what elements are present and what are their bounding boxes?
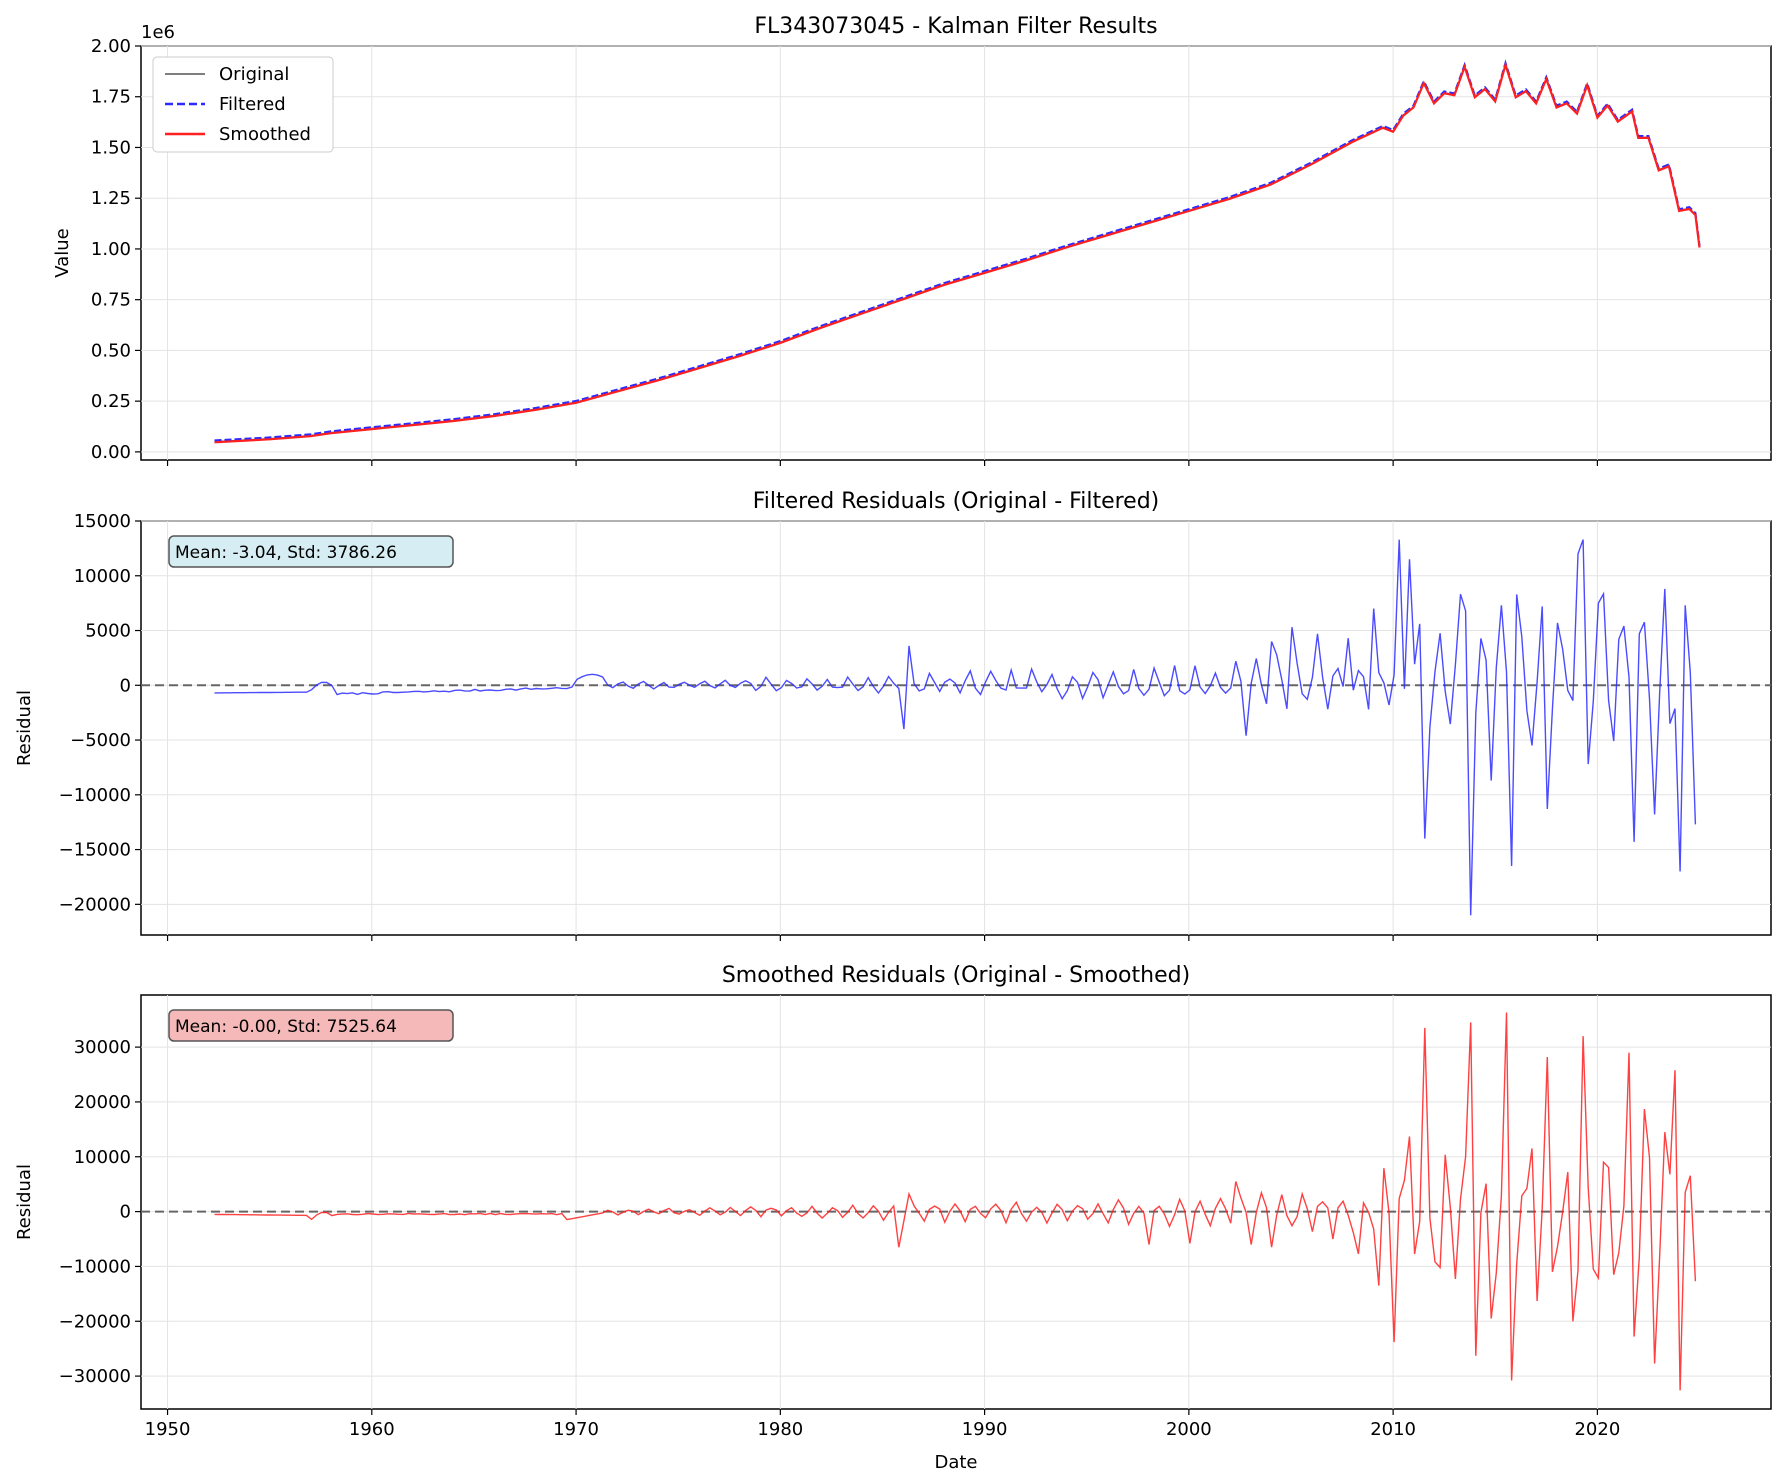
legend-smoothed-label: Smoothed xyxy=(219,124,311,145)
panel-bottom-frame xyxy=(140,994,1772,1410)
panel-top-y-label: Value xyxy=(52,228,73,277)
panel-middle: −20000 −15000 −10000 −5000 0 5000 10000 15000 F… xyxy=(14,489,1772,941)
panel-top: 0.00 0.25 0.50 0.75 1.00 1.25 1.50 1.75 2.00 FL3… xyxy=(52,14,1772,466)
panel-middle-stats: Mean: -3.04, Std: 3786.26 xyxy=(175,543,397,563)
x-tick-label: 2020 xyxy=(1574,1419,1620,1440)
panel-middle-series xyxy=(141,539,1771,916)
x-tick-label: 2010 xyxy=(1370,1419,1416,1440)
panel-top-grid xyxy=(141,45,1771,460)
y-tick-label: −20000 xyxy=(59,1311,131,1332)
y-tick-label: −10000 xyxy=(59,785,131,806)
x-tick-label: 1950 xyxy=(145,1419,191,1440)
y-tick-label: 30000 xyxy=(74,1037,131,1058)
x-tick-label: 2000 xyxy=(1166,1419,1212,1440)
y-tick-label: −10000 xyxy=(59,1256,131,1277)
x-tick-label: 1980 xyxy=(757,1419,803,1440)
y-tick-label: 0.00 xyxy=(91,442,131,463)
panel-middle-frame xyxy=(140,520,1772,936)
y-tick-label: 10000 xyxy=(74,1147,131,1168)
series-line-filtered xyxy=(214,59,1701,442)
panel-bottom-stats-box xyxy=(168,1009,454,1042)
panel-bottom-y-label: Residual xyxy=(14,1164,35,1240)
residual-line xyxy=(214,1012,1697,1391)
x-tick-label: 1970 xyxy=(553,1419,599,1440)
y-tick-label: −15000 xyxy=(59,840,131,861)
legend-filtered-label: Filtered xyxy=(219,94,286,115)
y-tick-label: 1.75 xyxy=(91,87,131,108)
residual-line xyxy=(214,539,1697,916)
y-tick-label: 1.25 xyxy=(91,188,131,209)
panel-top-y-ticks: 0.00 0.25 0.50 0.75 1.00 1.25 1.50 1.75 2.00 xyxy=(91,36,141,463)
panel-top-frame xyxy=(140,45,1772,461)
x-tick-label: 1960 xyxy=(349,1419,395,1440)
y-tick-label: 1.50 xyxy=(91,137,131,158)
y-tick-label: 2.00 xyxy=(91,36,131,57)
y-tick-label: −5000 xyxy=(70,730,131,751)
panel-top-title: FL343073045 - Kalman Filter Results xyxy=(754,14,1157,39)
panel-top-offset-label: 1e6 xyxy=(141,22,175,43)
panel-middle-title: Filtered Residuals (Original - Filtered) xyxy=(753,489,1160,514)
y-tick-label: 5000 xyxy=(85,621,131,642)
panel-middle-stats-box xyxy=(168,535,454,568)
y-tick-label: 0 xyxy=(120,1202,131,1223)
legend: Original Filtered Smoothed xyxy=(152,56,334,153)
panel-bottom-x-label: Date xyxy=(934,1452,977,1473)
panel-bottom-x-ticks: 1950 1960 1970 1980 1990 2000 2010 2020 xyxy=(145,1409,1620,1440)
y-tick-label: −20000 xyxy=(59,894,131,915)
panel-bottom-series xyxy=(141,1012,1771,1391)
y-tick-label: 0.50 xyxy=(91,340,131,361)
legend-box xyxy=(152,56,334,153)
panel-bottom-title: Smoothed Residuals (Original - Smoothed) xyxy=(722,963,1190,988)
y-tick-label: 10000 xyxy=(74,566,131,587)
y-tick-label: 1.00 xyxy=(91,239,131,260)
y-tick-label: −30000 xyxy=(59,1366,131,1387)
legend-original-label: Original xyxy=(219,64,289,85)
panel-top-series xyxy=(214,59,1701,444)
panel-top-x-ticks xyxy=(166,460,1598,466)
y-tick-label: 0.25 xyxy=(91,391,131,412)
y-tick-label: 20000 xyxy=(74,1092,131,1113)
panel-bottom-stats: Mean: -0.00, Std: 7525.64 xyxy=(175,1017,397,1037)
y-tick-label: 15000 xyxy=(74,511,131,532)
y-tick-label: 0 xyxy=(120,675,131,696)
panel-middle-x-ticks xyxy=(166,935,1598,941)
series-line-smoothed xyxy=(214,61,1701,444)
x-tick-label: 1990 xyxy=(962,1419,1008,1440)
panel-bottom-y-ticks: −30000 −20000 −10000 0 10000 20000 30000 xyxy=(59,1037,141,1387)
panel-middle-y-ticks: −20000 −15000 −10000 −5000 0 5000 10000 15000 xyxy=(59,511,141,915)
y-tick-label: 0.75 xyxy=(91,290,131,311)
panel-middle-y-label: Residual xyxy=(14,690,35,766)
